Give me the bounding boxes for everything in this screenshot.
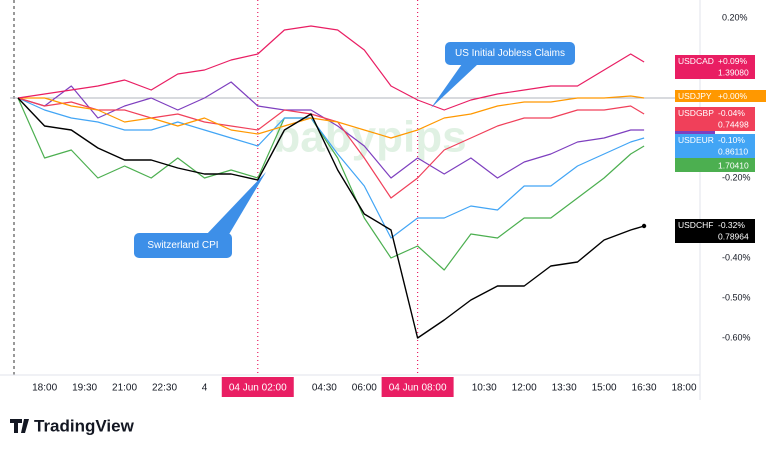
change-label: +0.00% xyxy=(718,91,748,101)
price-label: 0.78964 xyxy=(718,231,749,241)
x-tick-label: 04:30 xyxy=(312,383,337,394)
series-line xyxy=(17,97,645,339)
x-tick-label: 4 xyxy=(202,383,208,394)
y-tick-label: -0.20% xyxy=(722,172,751,182)
series-line xyxy=(17,81,645,179)
value-box xyxy=(715,55,755,79)
legend-name: USDCHF xyxy=(678,220,713,230)
x-tick-highlight xyxy=(221,377,294,397)
y-tick-label: -0.60% xyxy=(722,332,751,342)
price-label: 0.74498 xyxy=(718,119,749,129)
annotation: US Initial Jobless Claims xyxy=(455,48,565,59)
y-tick-label: -0.50% xyxy=(722,292,751,302)
brand-name: TradingView xyxy=(34,416,135,435)
x-tick-highlight xyxy=(381,377,454,397)
change-label: -0.04% xyxy=(718,108,745,118)
price-label: 0.86110 xyxy=(718,146,748,156)
series-line xyxy=(17,97,645,271)
x-tick-label: 18:00 xyxy=(671,383,696,394)
label-box xyxy=(675,55,715,79)
brand-logo: TradingView xyxy=(10,416,135,435)
callout-pointer xyxy=(205,172,266,236)
series-line xyxy=(18,95,645,139)
x-tick-label: 04 Jun 08:00 xyxy=(389,383,447,394)
price-label: 1.39080 xyxy=(718,67,749,77)
value-box xyxy=(715,219,755,243)
series-label: USDCAD +0.09%1.39080 xyxy=(675,55,755,79)
series-label: USDEUR -0.10%0.86110 xyxy=(675,134,755,158)
change-label: -0.10% xyxy=(718,135,745,145)
label-box xyxy=(675,219,715,243)
callout-box xyxy=(445,42,575,65)
callout-pointer xyxy=(431,64,478,108)
legend-name: USDJPY xyxy=(678,91,712,101)
y-tick-label: 0.20% xyxy=(722,12,748,22)
logo-icon xyxy=(10,419,29,433)
callouts: US Initial Jobless Claims Switzerland CP… xyxy=(134,42,575,258)
legend-name: USDEUR xyxy=(678,135,714,145)
x-tick-label: 19:30 xyxy=(72,383,97,394)
x-tick-label: 22:30 xyxy=(152,383,177,394)
last-point xyxy=(641,223,647,229)
series-line xyxy=(17,25,645,111)
y-tick-label: -0.40% xyxy=(722,252,751,262)
price-label: 1.70410 xyxy=(718,160,749,170)
series-label: USDCHF -0.32%0.78964 xyxy=(675,219,755,243)
change-label: -0.32% xyxy=(718,220,745,230)
label-box xyxy=(675,107,715,131)
x-tick-label: 18:00 xyxy=(32,383,57,394)
x-tick-label: 06:00 xyxy=(352,383,377,394)
lines xyxy=(10,0,700,375)
legend-name: USDCAD xyxy=(678,56,714,66)
series-label: USDGBP -0.04%0.74498 xyxy=(675,107,755,131)
callout-box xyxy=(134,233,232,258)
x-tick-label: 12:00 xyxy=(512,383,537,394)
x-tick-label: 10:30 xyxy=(472,383,497,394)
series-label: USDJPY +0.00% xyxy=(675,90,766,102)
x-tick-label: 21:00 xyxy=(112,383,137,394)
value-box xyxy=(715,134,755,158)
x-tick-label: 13:30 xyxy=(552,383,577,394)
label-box xyxy=(675,134,715,158)
x-tick-label: 16:30 xyxy=(632,383,657,394)
change-label: +0.09% xyxy=(718,56,748,66)
value-box xyxy=(715,90,755,102)
x-tick-label: 15:00 xyxy=(592,383,617,394)
value-box xyxy=(715,107,755,131)
legend-name: USDGBP xyxy=(678,108,714,118)
annotation: Switzerland CPI xyxy=(147,240,218,251)
series-line xyxy=(17,97,645,239)
series-labels: USDNZD1.70410USDEUR-0.10%0.86110USDAUDUS… xyxy=(675,55,766,243)
x-tick-label: 04 Jun 02:00 xyxy=(229,383,287,394)
